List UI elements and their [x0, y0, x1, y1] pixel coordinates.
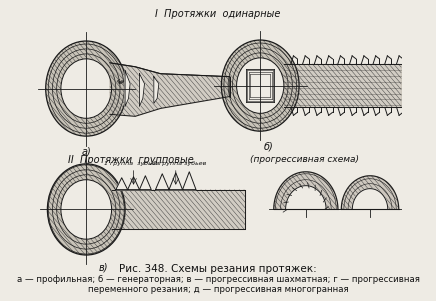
Circle shape [221, 40, 299, 131]
Text: (прогрессивная схема): (прогрессивная схема) [250, 155, 359, 164]
Polygon shape [156, 174, 169, 190]
Text: а): а) [82, 146, 91, 156]
Text: г): г) [301, 221, 310, 231]
Polygon shape [183, 172, 196, 190]
Polygon shape [284, 64, 401, 107]
Text: переменного резания; д — прогрессивная многогранная: переменного резания; д — прогрессивная м… [88, 285, 348, 294]
Polygon shape [110, 63, 230, 116]
Text: б): б) [264, 141, 273, 151]
Polygon shape [337, 209, 403, 248]
Text: в): в) [99, 263, 108, 273]
Polygon shape [140, 176, 151, 190]
Polygon shape [128, 177, 140, 190]
Text: Рис. 348. Схемы резания протяжек:: Рис. 348. Схемы резания протяжек: [119, 264, 317, 274]
Polygon shape [286, 186, 326, 209]
Text: II  Протяжки  групповые: II Протяжки групповые [68, 155, 194, 165]
Text: I  Протяжки  одинарные: I Протяжки одинарные [155, 9, 281, 19]
Text: д): д) [365, 221, 375, 231]
Text: 1 группа  зубьев: 1 группа зубьев [104, 161, 160, 166]
Circle shape [61, 180, 112, 239]
Polygon shape [154, 77, 159, 104]
Text: а — профильная; б — генераторная; в — прогрессивная шахматная; г — прогрессивная: а — профильная; б — генераторная; в — пр… [17, 275, 419, 284]
Polygon shape [352, 189, 388, 209]
Polygon shape [341, 176, 399, 209]
Polygon shape [274, 172, 338, 209]
Circle shape [48, 164, 125, 255]
Polygon shape [140, 74, 144, 107]
Polygon shape [112, 190, 245, 229]
Circle shape [237, 58, 284, 113]
Polygon shape [125, 71, 130, 107]
Circle shape [61, 59, 112, 118]
Circle shape [46, 41, 127, 136]
Polygon shape [169, 173, 183, 190]
Polygon shape [116, 178, 128, 190]
Text: 2 группа зубьев: 2 группа зубьев [153, 161, 207, 166]
Polygon shape [269, 209, 342, 252]
